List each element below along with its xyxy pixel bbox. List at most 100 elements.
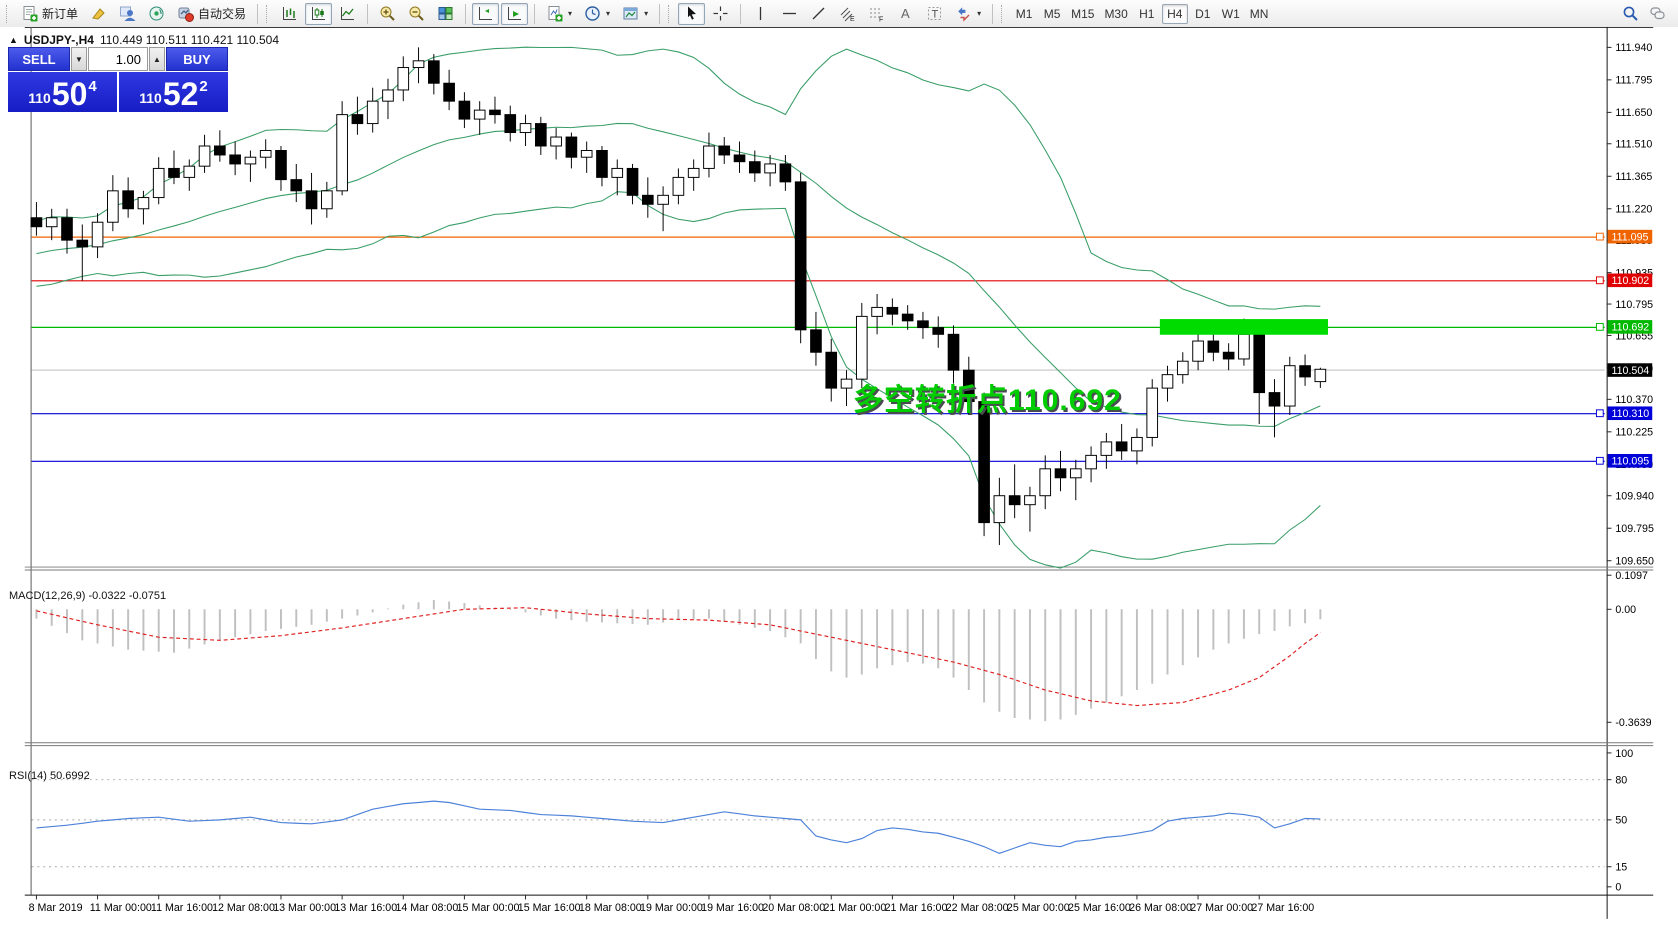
auto-scroll-button[interactable]	[501, 2, 529, 25]
buy-price-pip: 2	[199, 78, 208, 95]
toolbar-separator	[534, 3, 536, 24]
buy-button[interactable]: BUY	[166, 47, 228, 71]
candle-body	[519, 123, 532, 134]
bar-chart-mode-button[interactable]	[276, 3, 303, 25]
profile-icon	[120, 6, 136, 21]
sell-price-display[interactable]: 110 50 4	[8, 72, 117, 112]
sell-button[interactable]: SELL	[8, 47, 70, 71]
time-label: 11 Mar 00:00	[90, 902, 152, 914]
candle-body	[641, 194, 654, 205]
horizontal-line-tool-button[interactable]	[776, 3, 803, 25]
toolbar-grip[interactable]	[668, 4, 673, 23]
candle-body	[535, 123, 547, 147]
timeframe-d1-button[interactable]: D1	[1195, 6, 1211, 21]
volume-decrease-button[interactable]: ▼	[71, 47, 87, 71]
volume-increase-button[interactable]: ▲	[149, 47, 165, 71]
chart-window[interactable]: 111.940 111.795 111.650 111.510 111.365 111.2…	[0, 27, 1678, 947]
candle-body	[122, 190, 134, 210]
timeframe-m5-button[interactable]: M5	[1043, 6, 1061, 21]
candle-body	[152, 167, 165, 199]
candle-body	[1283, 365, 1296, 407]
hline-anchor-marker[interactable]	[1595, 409, 1604, 418]
highlighter-button[interactable]	[85, 3, 112, 25]
timeframe-toolbar: M1 M5 M15 M30 H1 H4 D1 W1 MN	[1011, 3, 1272, 24]
candle-body	[993, 495, 1006, 524]
line-chart-mode-button[interactable]	[334, 3, 361, 25]
arrows-tool-button[interactable]: ▾	[950, 3, 986, 25]
profiles-button[interactable]	[114, 3, 141, 25]
timeframe-m15-button[interactable]: M15	[1071, 6, 1095, 21]
candle-chart-mode-button[interactable]	[305, 2, 333, 25]
candle-body	[1238, 333, 1250, 360]
candle-body	[1131, 436, 1143, 452]
rsi-axis-label: 0	[1615, 882, 1621, 894]
new-order-button[interactable]: 新订单	[16, 3, 83, 25]
timeframe-mn-button[interactable]: MN	[1249, 6, 1269, 21]
chat-icon[interactable]	[1649, 5, 1666, 22]
buy-price-display[interactable]: 110 52 2	[119, 72, 228, 112]
volume-input[interactable]	[88, 47, 148, 71]
tile-windows-button[interactable]	[432, 3, 459, 25]
zoom-in-button[interactable]	[374, 3, 401, 25]
auto-trading-button[interactable]: 自动交易	[172, 3, 251, 25]
candle-body	[596, 150, 608, 178]
auto-scroll-icon	[508, 7, 522, 20]
time-label: 15 Mar 16:00	[518, 902, 581, 914]
price-tick-label: 109.650	[1615, 556, 1654, 568]
macd-axis-label: 0.1097	[1615, 570, 1648, 582]
zoom-out-button[interactable]	[403, 3, 430, 25]
vertical-line-tool-button[interactable]	[747, 3, 774, 25]
candle-body	[1222, 351, 1235, 360]
indicators-button[interactable]: ▾	[541, 3, 577, 25]
hline-anchor-marker[interactable]	[1595, 232, 1604, 241]
chart-canvas[interactable]: 111.940 111.795 111.650 111.510 111.365 111.2…	[0, 27, 1678, 947]
timeframe-m30-button[interactable]: M30	[1104, 6, 1128, 21]
rsi-axis-label: 50	[1615, 815, 1627, 827]
templates-button[interactable]: ▾	[617, 3, 653, 25]
timeframe-w1-button[interactable]: W1	[1221, 6, 1240, 21]
hline-anchor-marker[interactable]	[1595, 322, 1604, 331]
text-icon: A	[901, 6, 910, 21]
price-tick-label: 111.650	[1615, 107, 1652, 119]
toolbar-grip[interactable]	[6, 4, 11, 23]
candle-body	[259, 150, 272, 158]
trendline-tool-button[interactable]	[805, 3, 832, 25]
line-chart-icon	[341, 7, 355, 20]
auto-trading-label: 自动交易	[198, 7, 247, 21]
candle-body	[168, 167, 180, 178]
sound-button[interactable]	[143, 3, 170, 25]
timeframe-m1-button[interactable]: M1	[1015, 6, 1033, 21]
rsi-pane: 100 80 50 15 0	[31, 748, 1633, 894]
candle-body	[886, 306, 899, 315]
search-icon[interactable]	[1622, 5, 1639, 22]
timeframe-h1-button[interactable]: H1	[1139, 6, 1155, 21]
price-tag	[1607, 406, 1653, 421]
crosshair-tool-button[interactable]	[707, 3, 734, 25]
hline-anchor-marker[interactable]	[1595, 456, 1604, 465]
highlighter-icon	[92, 8, 105, 20]
hline-anchor-marker[interactable]	[1595, 276, 1604, 285]
fibonacci-tool-button[interactable]: F	[863, 3, 890, 25]
candle-body	[1253, 333, 1266, 394]
candle-body	[198, 145, 211, 167]
candle-body	[1024, 495, 1036, 506]
candle-body	[932, 327, 945, 335]
text-tool-button[interactable]: A	[892, 3, 919, 25]
highlight-rectangle[interactable]	[1159, 319, 1328, 335]
cursor-tool-button[interactable]	[678, 2, 706, 25]
candle-body	[412, 60, 425, 69]
periods-button[interactable]: ▾	[579, 3, 615, 25]
candle-body	[825, 351, 838, 389]
collapse-arrow-icon[interactable]: ▲	[9, 35, 18, 45]
chart-text-annotation[interactable]: 多空转折点110.692	[853, 384, 1122, 417]
candle-body	[1192, 340, 1204, 362]
label-tool-button[interactable]: T	[921, 3, 948, 25]
timeframe-h4-button[interactable]: H4	[1161, 3, 1188, 24]
indicators-dropdown-caret: ▾	[568, 9, 573, 18]
toolbar-grip[interactable]	[266, 4, 271, 23]
chart-shift-button[interactable]	[472, 2, 500, 25]
time-label: 12 Mar 08:00	[212, 902, 275, 914]
equidistant-channel-icon: E	[840, 7, 855, 22]
toolbar-grip[interactable]	[1001, 4, 1006, 23]
channel-tool-button[interactable]: E	[834, 3, 861, 25]
